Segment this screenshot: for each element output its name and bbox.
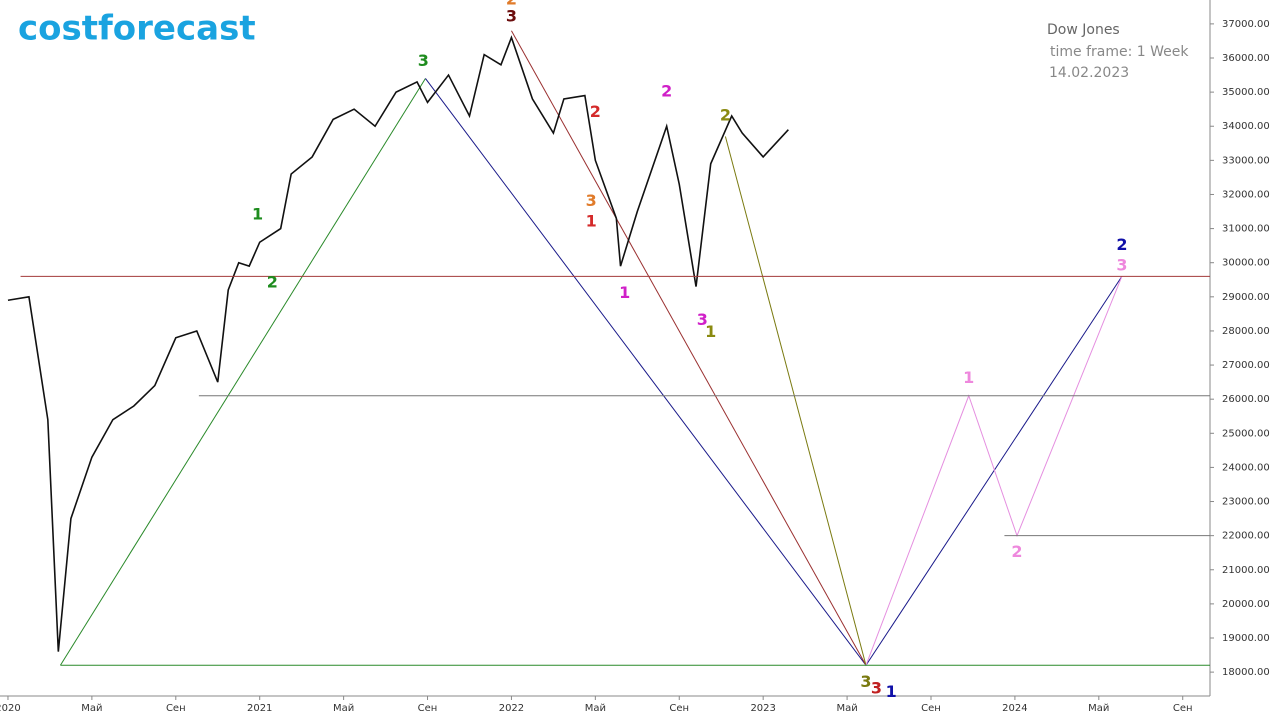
subtitle: time frame: 1 Week [1050, 44, 1189, 60]
wave-line [511, 30, 867, 666]
wave-label: 2 [1116, 235, 1127, 254]
x-tick-label: Май [81, 703, 102, 714]
x-tick-label: Сен [1173, 703, 1193, 714]
y-tick-label: 26000.00 [1222, 394, 1270, 405]
x-tick-label: Май [1088, 703, 1109, 714]
wave-label: 3 [697, 310, 708, 329]
x-tick-label: Май [585, 703, 606, 714]
y-tick-label: 29000.00 [1222, 292, 1270, 303]
x-tick-label: 2022 [499, 703, 524, 714]
x-tick-label: Сен [166, 703, 186, 714]
wave-label: 2 [267, 273, 278, 292]
wave-label: 2 [590, 102, 601, 121]
wave-label: 1 [619, 283, 630, 302]
y-tick-label: 30000.00 [1222, 258, 1270, 269]
wave-label: 2 [1011, 542, 1022, 561]
x-tick-label: Сен [921, 703, 941, 714]
y-tick-label: 22000.00 [1222, 531, 1270, 542]
y-tick-label: 31000.00 [1222, 224, 1270, 235]
wave-label: 1 [586, 211, 597, 230]
y-tick-label: 24000.00 [1222, 462, 1270, 473]
x-tick-label: Сен [669, 703, 689, 714]
wave-label: 1 [252, 204, 263, 223]
y-tick-label: 35000.00 [1222, 87, 1270, 98]
date: 14.02.2023 [1049, 65, 1129, 81]
wave-label: 2 [506, 0, 517, 9]
y-tick-label: 18000.00 [1222, 667, 1270, 678]
y-tick-label: 36000.00 [1222, 53, 1270, 64]
y-tick-label: 33000.00 [1222, 155, 1270, 166]
x-tick-label: Май [333, 703, 354, 714]
wave-label: 3 [1116, 256, 1127, 275]
y-tick-label: 34000.00 [1222, 121, 1270, 132]
y-tick-label: 37000.00 [1222, 19, 1270, 30]
x-tick-label: Сен [418, 703, 438, 714]
wave-label: 3 [871, 679, 882, 698]
chart-title: Dow Jones [1047, 22, 1120, 38]
y-tick-label: 19000.00 [1222, 633, 1270, 644]
wave-label: 1 [705, 322, 716, 341]
wave-label: 3 [418, 51, 429, 70]
wave-label: 1 [963, 368, 974, 387]
y-tick-label: 27000.00 [1222, 360, 1270, 371]
wave-label: 1 [886, 682, 897, 701]
wave-label: 2 [720, 106, 731, 125]
plot [7, 30, 1123, 667]
x-tick-label: 2020 [0, 703, 21, 714]
wave-line [59, 78, 426, 666]
y-tick-label: 32000.00 [1222, 189, 1270, 200]
x-tick-label: 2021 [247, 703, 272, 714]
y-tick-label: 20000.00 [1222, 599, 1270, 610]
price-line [7, 35, 789, 652]
wave-label: 2 [661, 82, 672, 101]
y-tick-label: 21000.00 [1222, 565, 1270, 576]
wave-line [724, 136, 867, 666]
x-tick-label: 2024 [1002, 703, 1027, 714]
wave-label: 3 [506, 7, 517, 26]
x-tick-label: Май [836, 703, 857, 714]
y-tick-label: 25000.00 [1222, 428, 1270, 439]
x-tick-label: 2023 [750, 703, 775, 714]
wave-line [865, 276, 1123, 666]
y-tick-label: 23000.00 [1222, 497, 1270, 508]
brand: costforecast [18, 9, 256, 49]
wave-label: 3 [586, 191, 597, 210]
y-tick-label: 28000.00 [1222, 326, 1270, 337]
wave-label: 3 [860, 672, 871, 691]
